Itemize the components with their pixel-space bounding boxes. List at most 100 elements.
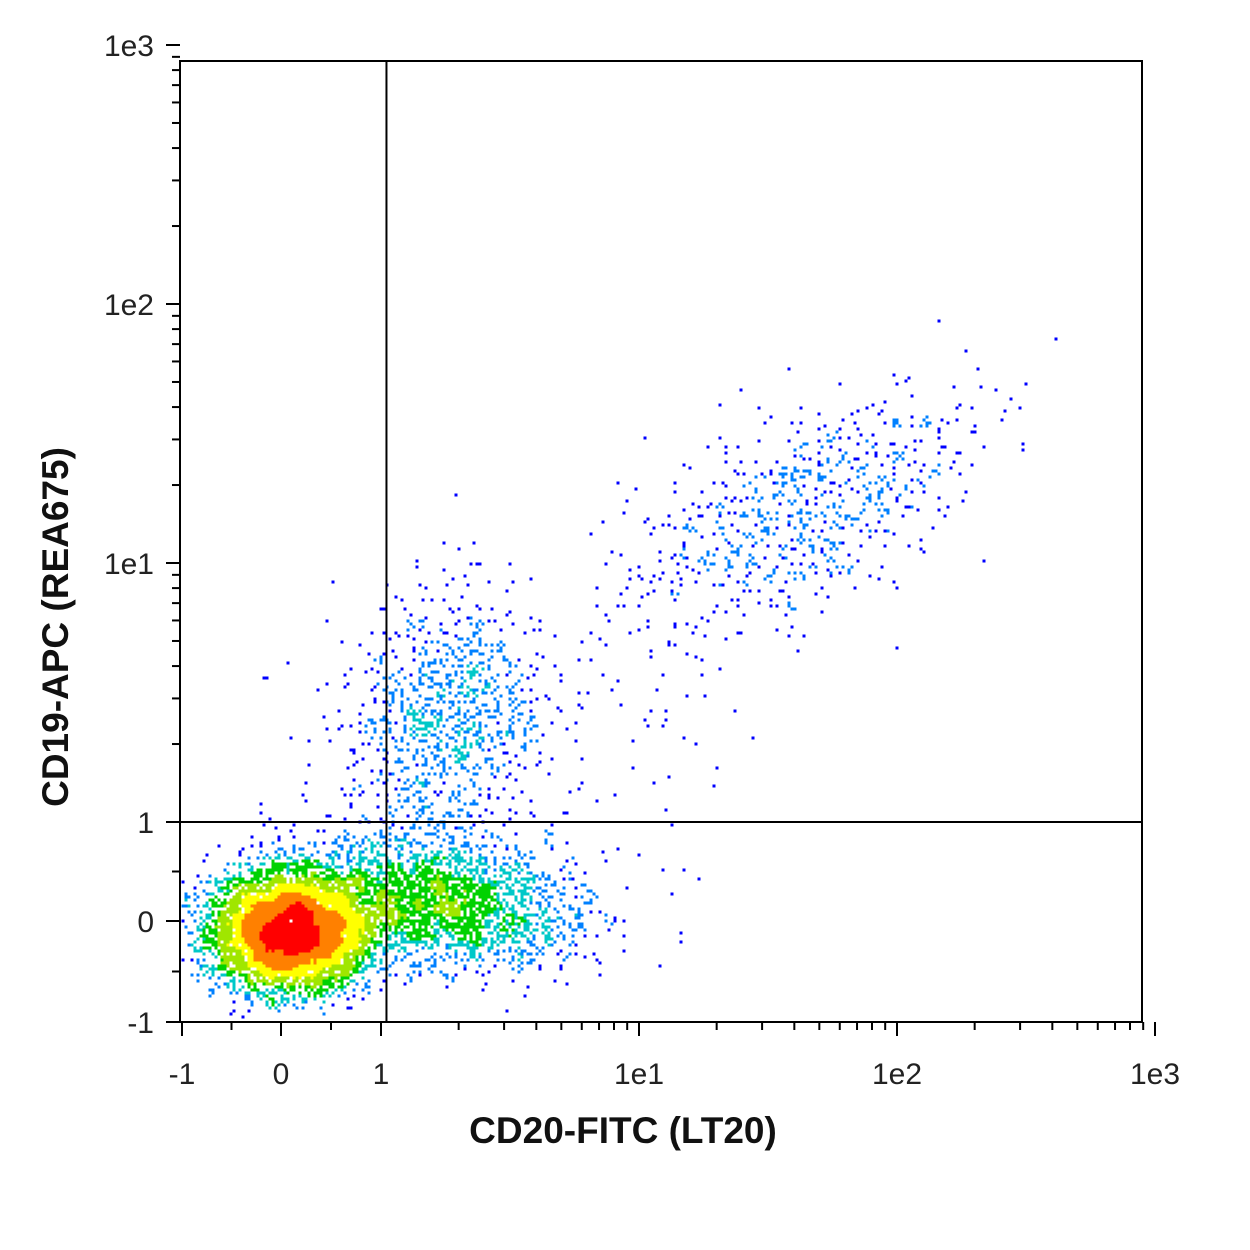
event-dot (397, 901, 401, 905)
event-dot (682, 556, 686, 560)
event-dot (400, 667, 404, 671)
event-dot (508, 562, 512, 566)
event-dot (226, 937, 230, 941)
event-dot (253, 955, 257, 959)
event-dot (373, 889, 377, 893)
event-dot (502, 958, 506, 962)
event-dot (370, 931, 374, 935)
event-dot (259, 979, 263, 983)
event-dot (484, 889, 488, 893)
event-dot (352, 874, 356, 878)
event-dot (658, 964, 662, 968)
event-dot (358, 871, 362, 875)
event-dot (391, 895, 395, 899)
event-dot (403, 949, 407, 953)
event-dot (790, 538, 794, 542)
event-dot (277, 946, 281, 950)
event-dot (760, 496, 764, 500)
event-dot (301, 919, 305, 923)
event-dot (352, 979, 356, 983)
event-dot (964, 349, 968, 353)
event-dot (271, 949, 275, 953)
event-dot (613, 919, 617, 923)
event-dot (253, 958, 257, 962)
event-dot (682, 526, 686, 530)
event-dot (397, 844, 401, 848)
event-dot (337, 961, 341, 965)
event-dot (322, 928, 326, 932)
event-dot (790, 475, 794, 479)
event-dot (361, 943, 365, 947)
event-dot (415, 817, 419, 821)
event-dot (580, 925, 584, 929)
event-dot (553, 979, 557, 983)
event-dot (832, 520, 836, 524)
event-dot (301, 970, 305, 974)
event-dot (457, 853, 461, 857)
event-dot (883, 529, 887, 533)
event-dot (421, 712, 425, 716)
event-dot (466, 844, 470, 848)
event-dot (304, 946, 308, 950)
event-dot (271, 925, 275, 929)
event-dot (463, 844, 467, 848)
event-dot (841, 418, 845, 422)
event-dot (544, 898, 548, 902)
event-dot (436, 754, 440, 758)
event-dot (808, 544, 812, 548)
event-dot (286, 991, 290, 995)
event-dot (283, 913, 287, 917)
event-dot (538, 892, 542, 896)
event-dot (844, 517, 848, 521)
event-dot (307, 883, 311, 887)
event-dot (814, 592, 818, 596)
event-dot (379, 736, 383, 740)
event-dot (298, 919, 302, 923)
event-dot (406, 814, 410, 818)
event-dot (511, 919, 515, 923)
event-dot (319, 865, 323, 869)
event-dot (211, 970, 215, 974)
event-dot (589, 898, 593, 902)
event-dot (415, 763, 419, 767)
event-dot (466, 886, 470, 890)
event-dot (475, 901, 479, 905)
event-dot (328, 922, 332, 926)
event-dot (589, 631, 593, 635)
event-dot (1000, 418, 1004, 422)
event-dot (508, 886, 512, 890)
event-dot (424, 904, 428, 908)
event-dot (568, 922, 572, 926)
event-dot (493, 862, 497, 866)
event-dot (499, 901, 503, 905)
event-dot (451, 838, 455, 842)
event-dot (397, 889, 401, 893)
event-dot (334, 838, 338, 842)
event-dot (400, 787, 404, 791)
event-dot (457, 814, 461, 818)
event-dot (544, 829, 548, 833)
event-dot (724, 484, 728, 488)
event-dot (724, 610, 728, 614)
event-dot (478, 907, 482, 911)
event-dot (538, 877, 542, 881)
event-dot (520, 895, 524, 899)
event-dot (229, 928, 233, 932)
event-dot (790, 421, 794, 425)
event-dot (322, 715, 326, 719)
event-dot (328, 952, 332, 956)
event-dot (289, 952, 293, 956)
event-dot (937, 463, 941, 467)
event-dot (304, 931, 308, 935)
event-dot (346, 889, 350, 893)
event-dot (253, 919, 257, 923)
event-dot (286, 997, 290, 1001)
event-dot (829, 469, 833, 473)
event-dot (556, 889, 560, 893)
event-dot (454, 916, 458, 920)
event-dot (433, 727, 437, 731)
event-dot (865, 523, 869, 527)
event-dot (457, 940, 461, 944)
event-dot (694, 529, 698, 533)
event-dot (289, 940, 293, 944)
